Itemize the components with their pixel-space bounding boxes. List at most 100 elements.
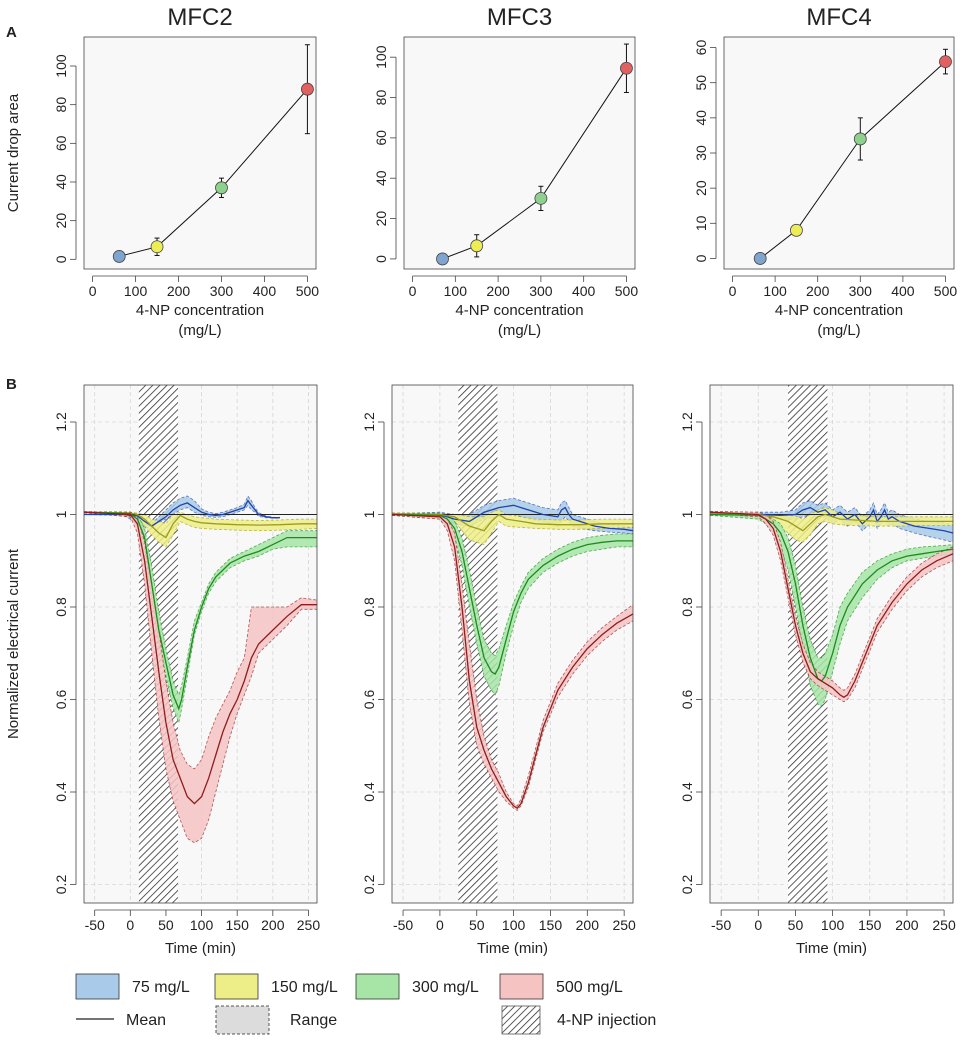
legend-swatch-300: [355, 973, 400, 1000]
plot-area: [84, 37, 316, 269]
x-tick-label: 100: [190, 917, 214, 933]
range-upper-line: [709, 510, 954, 691]
x-tick-label: 0: [89, 283, 97, 299]
data-point: [853, 132, 867, 146]
x-tick-label: 300: [210, 283, 234, 299]
y-tick-label: 1.2: [53, 412, 69, 432]
data-point: [301, 82, 314, 96]
range-lower-line: [709, 514, 954, 543]
y-tick-label: 60: [693, 40, 709, 56]
mean-line-150mgL: [709, 512, 953, 532]
y-tick-label: 0.8: [361, 597, 377, 617]
y-tick-label: 0.2: [53, 875, 69, 895]
x-tick-label: 400: [572, 283, 596, 299]
legend-swatch-500: [499, 973, 544, 1000]
range-band-500mgL: [84, 511, 317, 843]
mean-line-75mgL: [84, 499, 280, 527]
data-point: [790, 223, 803, 237]
x-tick-label: 250: [612, 917, 636, 933]
chart-a-mfc3: MFC3 0 100 200 300 400 500 0 20 40 60 80 100 4-NP con…: [373, 4, 638, 339]
y-tick-label: 0.8: [53, 597, 69, 617]
x-tick-label: 0: [754, 917, 762, 933]
data-point: [939, 55, 952, 69]
y-axis-label: Current drop area: [5, 93, 22, 212]
x-tick-label: 250: [932, 917, 956, 933]
legend-label-150: 150 mg/L: [271, 979, 338, 996]
y-tick-label: 80: [373, 90, 389, 106]
y-tick-label: 60: [53, 135, 69, 151]
x-axis-label: 4-NP concentration: [136, 302, 264, 319]
data-point: [150, 240, 164, 254]
mean-line-500mgL: [391, 513, 634, 810]
x-axis-label: 4-NP concentration: [775, 302, 903, 319]
y-tick-label: 0.6: [53, 690, 69, 710]
y-tick-label: 0.6: [361, 690, 377, 710]
legend-label-300: 300 mg/L: [412, 979, 479, 996]
y-tick-label: 40: [53, 174, 69, 190]
x-tick-label: 0: [729, 283, 737, 299]
range-lower-line: [709, 514, 953, 543]
x-axis-label: Time (min): [477, 940, 548, 957]
y-tick-label: 0.6: [679, 690, 695, 710]
range-upper-line: [83, 511, 317, 697]
y-tick-label: 0: [53, 255, 69, 263]
chart-a-mfc2: MFC2 0 100 200 300 400 500 0 20 40 60 80 100 4-NP con…: [5, 4, 319, 339]
mean-line-75mgL: [392, 504, 634, 532]
x-tick-label: 500: [934, 283, 958, 299]
x-tick-label: 100: [444, 283, 468, 299]
y-tick-label: 1: [361, 510, 377, 518]
x-tick-label: 200: [895, 917, 919, 933]
plot-frame: [83, 36, 317, 270]
legend-label-75: 75 mg/L: [132, 979, 190, 996]
plot-frame: [723, 36, 955, 270]
x-tick-label: -50: [393, 917, 413, 933]
y-tick-label: 20: [53, 213, 69, 229]
range-upper-line: [391, 512, 633, 657]
legend-mean-label: Mean: [126, 1012, 166, 1029]
x-tick-label: 0: [436, 917, 444, 933]
plot-frame: [83, 384, 318, 904]
range-lower-line: [391, 515, 634, 812]
x-tick-label: 200: [261, 917, 285, 933]
chart-b-mfc2: -50 0 50 100 150 200 250 0.2 0.4 0.6 0.8 1 1.2 Time (…: [5, 384, 320, 957]
chart-b-mfc3: -50 0 50 100 150 200 250 0.2 0.4 0.6 0.8 1 1.2 Time (…: [361, 384, 636, 957]
legend-injection-label: 4-NP injection: [557, 1012, 656, 1029]
legend-swatch-75: [75, 973, 120, 1000]
legend-injection-swatch: [501, 1005, 541, 1035]
data-point: [436, 252, 449, 266]
x-tick-label: 200: [486, 283, 510, 299]
y-tick-label: 0.4: [679, 782, 695, 802]
y-tick-label: 80: [53, 97, 69, 113]
x-tick-label: 0: [409, 283, 417, 299]
chart-title: MFC3: [487, 4, 552, 31]
range-upper-line: [391, 513, 634, 807]
range-lower-line: [391, 515, 633, 696]
y-tick-label: 30: [693, 145, 709, 161]
x-axis-label: Time (min): [165, 940, 236, 957]
mean-line-300mgL: [709, 513, 954, 682]
range-lower-line: [83, 512, 317, 844]
chart-b-mfc4: -50 0 50 100 150 200 250 0.2 0.4 0.6 0.8 1 1.2 Time (…: [679, 384, 956, 957]
legend: 75 mg/L 150 mg/L 300 mg/L 500 mg/L Mean …: [75, 973, 656, 1035]
range-lower-line: [391, 514, 634, 546]
x-tick-label: 200: [167, 283, 191, 299]
legend-label-500: 500 mg/L: [556, 979, 623, 996]
mean-line-300mgL: [83, 511, 317, 711]
panel-label-a: A: [6, 24, 17, 41]
range-lower-line: [709, 512, 954, 703]
connecting-line: [119, 88, 308, 257]
y-tick-label: 10: [693, 215, 709, 231]
x-tick-label: 400: [891, 283, 915, 299]
range-upper-line: [83, 511, 317, 525]
data-point: [620, 61, 633, 75]
x-tick-label: 300: [529, 283, 553, 299]
range-upper-line: [83, 495, 280, 525]
x-tick-label: 150: [226, 917, 250, 933]
x-tick-label: 400: [253, 283, 277, 299]
legend-range-swatch: [215, 1005, 270, 1035]
y-tick-label: 1: [53, 510, 69, 518]
data-point: [215, 181, 228, 195]
mean-line-150mgL: [83, 511, 317, 539]
plot-area: [724, 37, 954, 269]
